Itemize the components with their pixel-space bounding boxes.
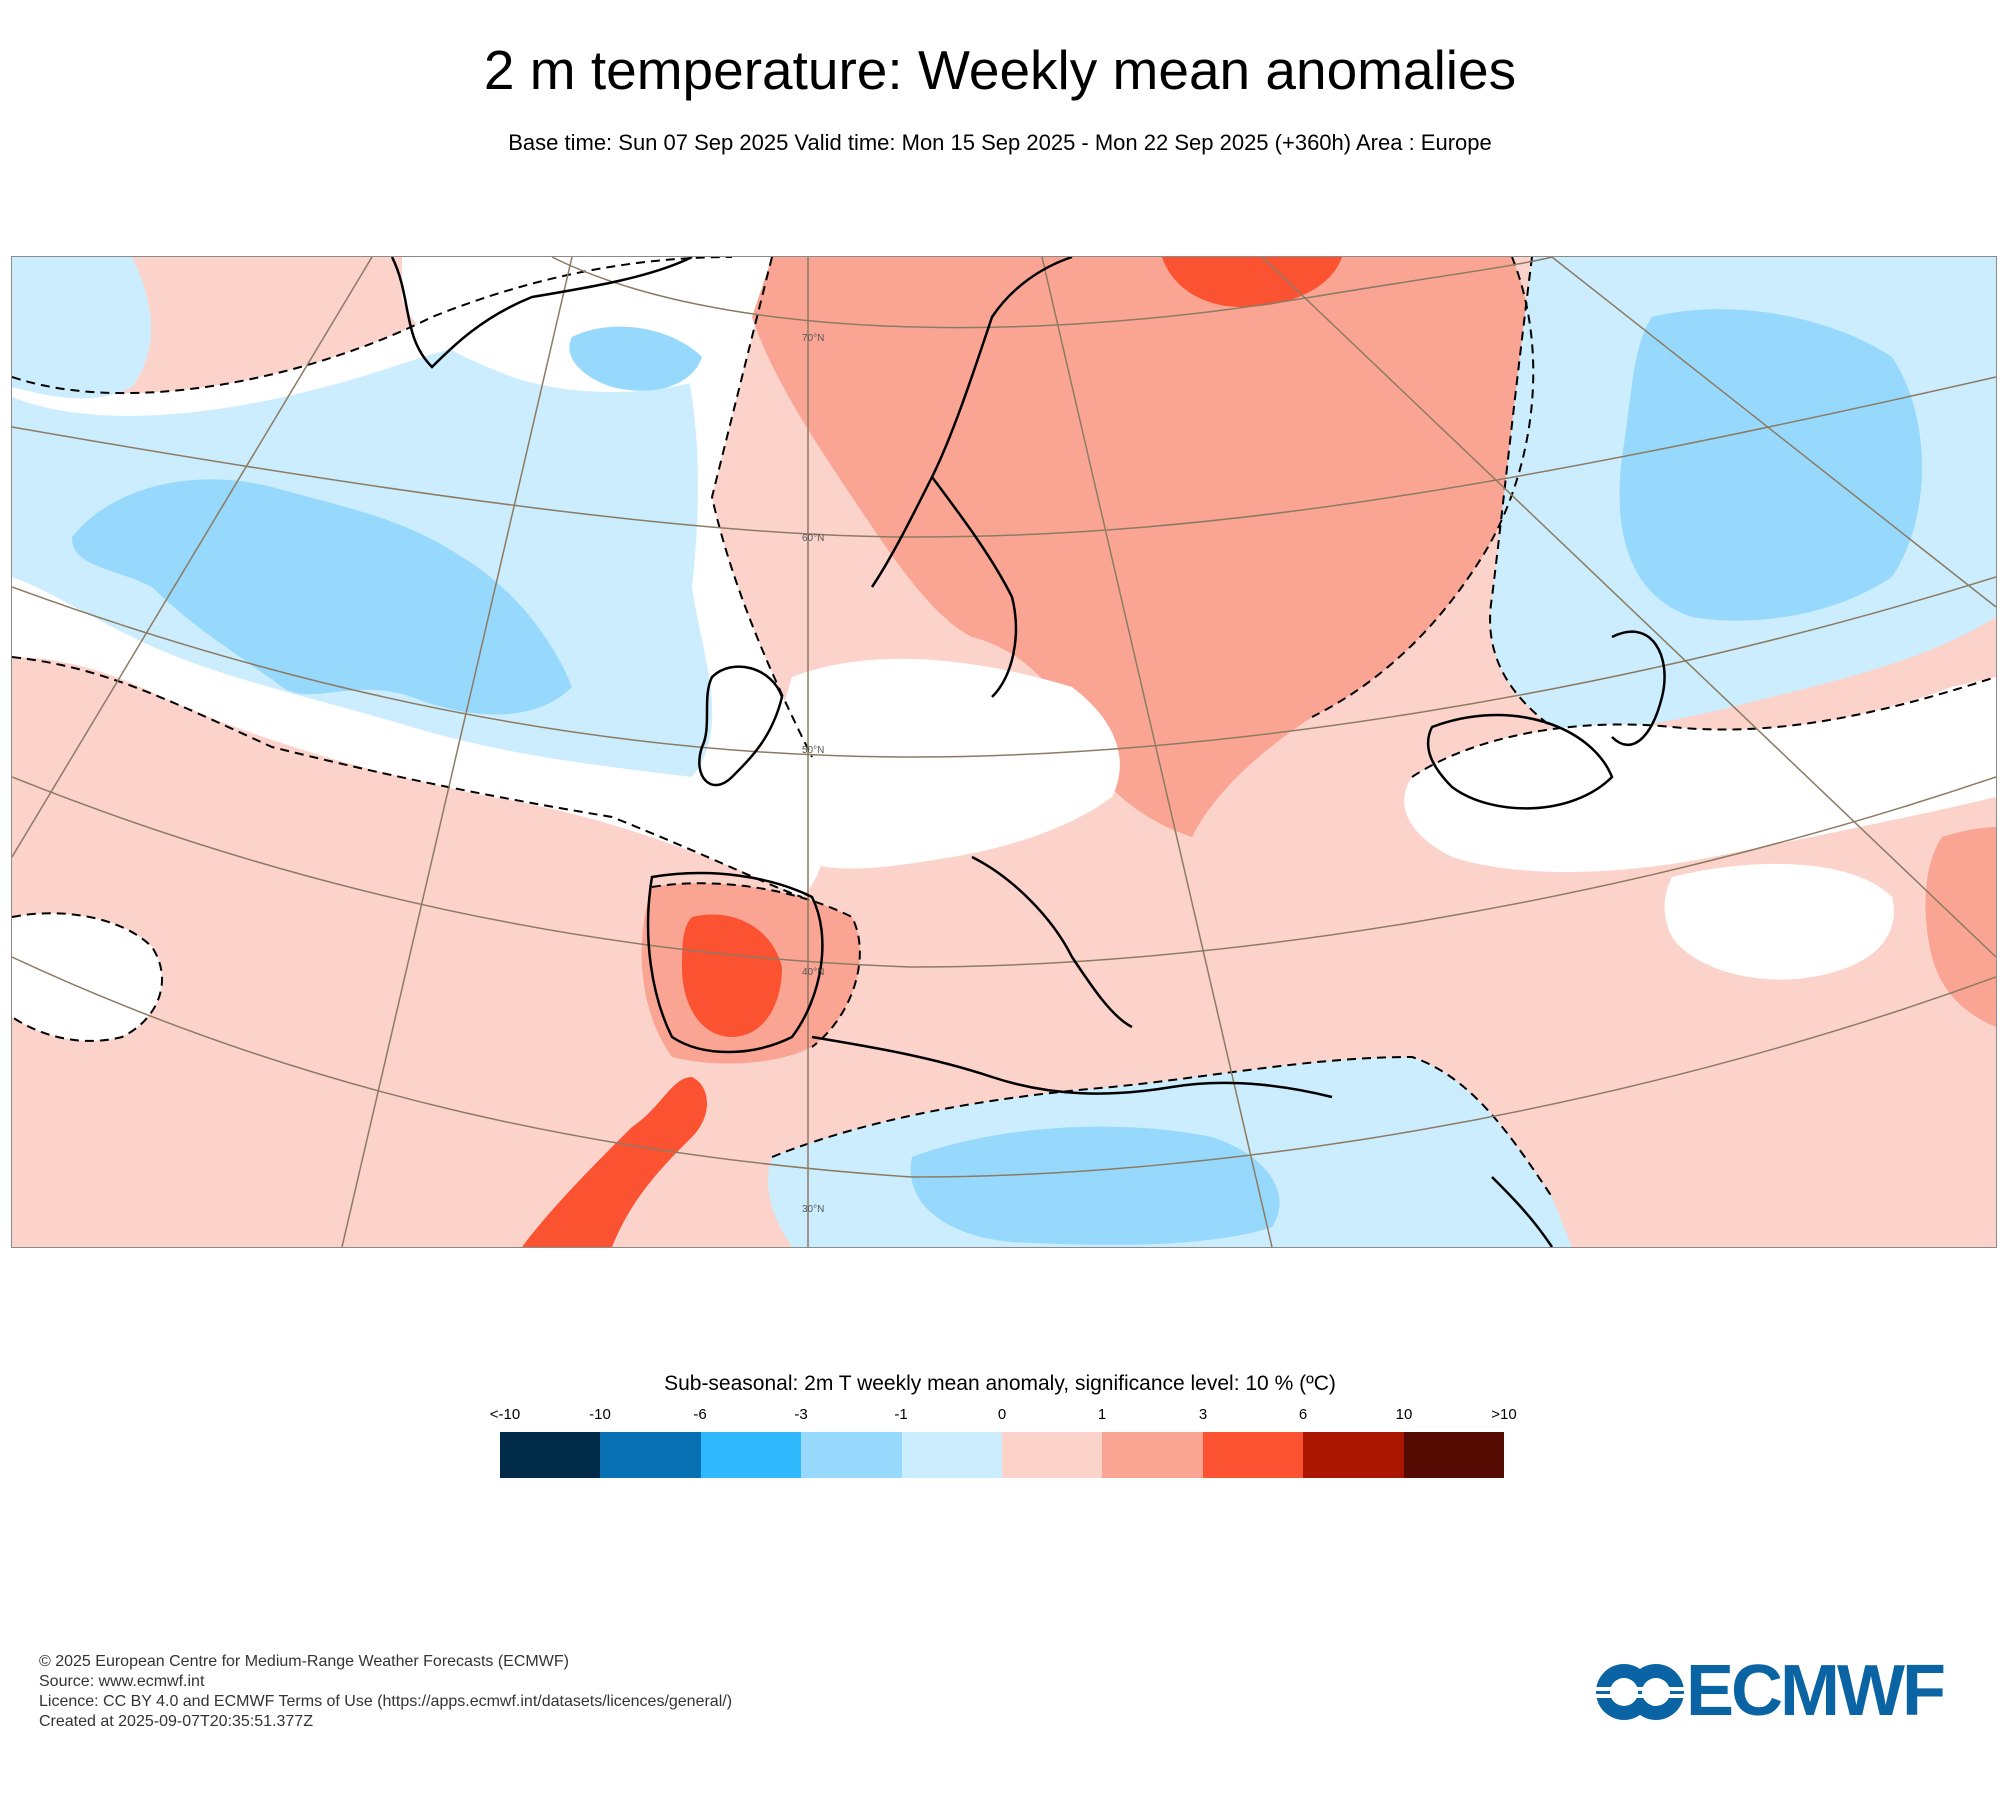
logo-text: ECMWF [1686,1651,1946,1731]
ecmwf-logo: ECMWF [1594,1651,1969,1731]
legend-swatch [901,1432,1003,1478]
legend-swatch [600,1432,701,1478]
anomaly-area-neutral-central [777,658,1120,869]
legend-label: >10 [1491,1406,1517,1423]
anomaly-area-neutral-southeast [1664,863,1894,980]
significance-contours [12,257,1996,1198]
anomaly-area-p3-6-iberia [682,914,782,1037]
legend-swatch [700,1432,802,1478]
anomaly-area-m3-m1-iceland [569,326,702,391]
legend-label: 1 [1097,1406,1107,1423]
legend-label: -3 [794,1406,808,1423]
legend-label: -6 [693,1406,707,1423]
anomaly-map: 70°N 60°N 50°N 40°N 30°N [11,256,1997,1248]
lat-label-60: 60°N [802,533,824,544]
legend-label: -10 [589,1406,611,1423]
legend-swatch [1403,1432,1505,1478]
map-canvas: 70°N 60°N 50°N 40°N 30°N [12,257,1996,1247]
legend-colorbar [500,1432,1505,1478]
legend-swatch [801,1432,902,1478]
lat-label-70: 70°N [802,333,824,344]
anomaly-area-p3-6-morocco [522,1077,707,1247]
legend-label: 6 [1298,1406,1308,1423]
anomaly-area-m3-m1-atlantic [72,479,572,715]
anomaly-area-p3-6-russia [1162,257,1342,307]
licence-text: Licence: CC BY 4.0 and ECMWF Terms of Us… [39,1693,733,1710]
anomaly-area-m3-m1-east [1619,309,1922,621]
copyright-text: © 2025 European Centre for Medium-Range … [39,1653,569,1670]
legend-swatch [500,1432,601,1478]
chart-title: 2 m temperature: Weekly mean anomalies [483,39,1517,101]
lat-label-30: 30°N [802,1204,824,1215]
anomaly-area-neutral-azores [12,913,162,1041]
legend-label: 3 [1198,1406,1208,1423]
legend-label: <-10 [489,1406,521,1423]
ecmwf-logo-icon [1594,1664,1686,1720]
created-text: Created at 2025-09-07T20:35:51.377Z [39,1713,313,1730]
anomaly-area-p1-3-north [752,257,1534,837]
legend-label: 0 [997,1406,1007,1423]
legend-swatch [1002,1432,1103,1478]
anomaly-area-m1-0-canada [12,257,151,399]
coastlines [390,257,1666,1247]
legend-swatch [1102,1432,1203,1478]
legend-swatch [1202,1432,1304,1478]
anomaly-area-p1-3-southeast [1925,827,1996,1027]
chart-subtitle: Base time: Sun 07 Sep 2025 Valid time: M… [508,130,1492,155]
lat-label-50: 50°N [802,745,824,756]
legend-title: Sub-seasonal: 2m T weekly mean anomaly, … [664,1372,1336,1395]
legend-labels: <-10 -10 -6 -3 -1 0 1 3 6 10 >10 [490,1406,1517,1426]
footer: © 2025 European Centre for Medium-Range … [39,1652,732,1732]
legend-swatch [1303,1432,1404,1478]
lat-label-40: 40°N [802,967,824,978]
source-text: Source: www.ecmwf.int [39,1673,205,1690]
legend-label: -1 [894,1406,908,1423]
legend-label: 10 [1395,1406,1413,1423]
anomaly-area-m3-m1-africa [910,1126,1280,1245]
